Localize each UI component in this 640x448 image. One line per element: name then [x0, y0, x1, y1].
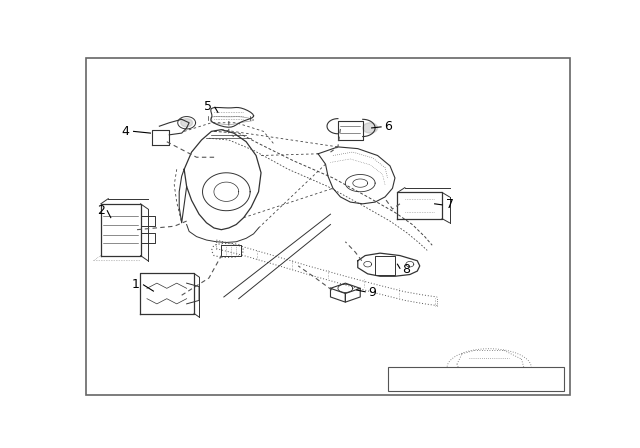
Text: 7: 7: [445, 198, 454, 211]
Text: 8: 8: [403, 263, 410, 276]
Text: 9: 9: [369, 286, 376, 299]
Text: 5: 5: [204, 100, 212, 113]
Polygon shape: [363, 123, 378, 133]
Polygon shape: [180, 119, 193, 127]
Bar: [388, 367, 564, 391]
Text: J128159: J128159: [395, 374, 438, 384]
Text: 6: 6: [385, 121, 392, 134]
Text: 2: 2: [97, 204, 105, 217]
Text: 4: 4: [122, 125, 129, 138]
Text: 1: 1: [132, 278, 140, 291]
